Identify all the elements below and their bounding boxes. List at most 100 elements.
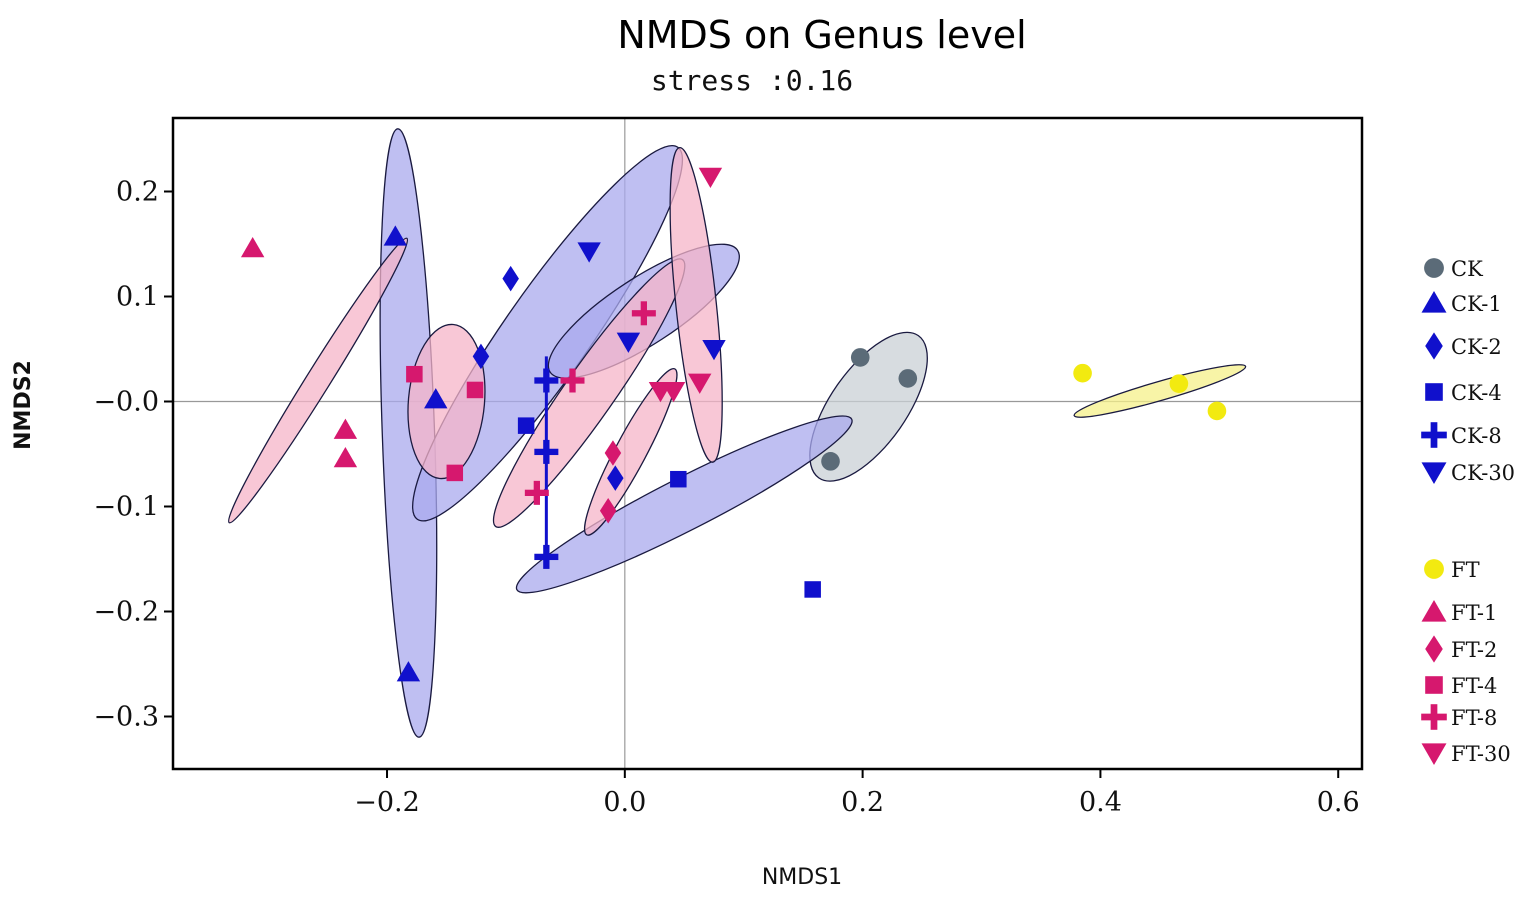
point-ft-4-2-shape [466, 381, 484, 399]
chart-subtitle: stress :0.16 [651, 64, 853, 97]
axes: −0.2 0.0 0.2 0.4 0.6 0.2 0.1 −0.0 −0.1 −0.2 −0.3 [93, 116, 1364, 818]
point-ft-2-1-shape [604, 440, 622, 466]
point-ck-1-2-shape [424, 388, 448, 409]
ellipse-ft [1073, 364, 1247, 418]
legend-marker-ck-4-shape [1425, 383, 1443, 401]
confidence-ellipses [227, 128, 1247, 738]
ellipse-ft-4 [407, 323, 486, 480]
legend-marker-ck [1424, 258, 1444, 278]
point-ck-8-3-shape-v [543, 544, 550, 569]
legend-marker-ft-4-shape [1425, 676, 1443, 694]
legend-marker-ft [1424, 559, 1444, 579]
point-ck-1-shape [850, 348, 870, 367]
point-ck-1-3 [396, 661, 421, 682]
ellipse-ft-1 [227, 237, 409, 524]
point-ck-30-3 [702, 340, 726, 361]
legend-label-ck-30: CK-30 [1451, 461, 1515, 485]
point-ft-30-4-shape [648, 382, 673, 403]
legend-marker-ft-30-shape [1421, 743, 1447, 765]
point-ck-2-2-shape [472, 343, 490, 370]
legend-marker-ck-4 [1425, 383, 1443, 401]
data-points [240, 167, 1227, 682]
legend-marker-ft-30 [1421, 743, 1447, 765]
point-ft-1-shape [1073, 363, 1092, 383]
legend-marker-ft-2-shape [1425, 635, 1443, 663]
point-ck-2-1-shape [502, 265, 519, 292]
plot-frame [171, 116, 1364, 771]
legend-marker-ft-8-shape-v [1430, 704, 1438, 730]
legend-item-ck-30: CK-30 [1421, 461, 1515, 485]
point-ck-30-3-shape [702, 340, 726, 361]
ellipse-ft-30 [669, 146, 723, 463]
x-tick-label-4: 0.4 [1079, 787, 1122, 818]
y-tick-label-6: −0.3 [93, 702, 159, 733]
point-ft-8-1-shape-v [640, 301, 647, 326]
point-ck-30-1-shape [577, 242, 601, 263]
point-ft-30-1-shape [698, 167, 723, 189]
legend-label-ft-4: FT-4 [1451, 674, 1497, 698]
point-ft-1-1 [240, 236, 265, 258]
point-ck-8-2-shape-v [543, 439, 550, 464]
point-ck-2-1 [502, 265, 519, 292]
point-ft-30-1 [698, 167, 723, 189]
point-ft-1-2-shape [333, 418, 358, 439]
point-ck-4-3-shape [804, 581, 821, 598]
x-tick-label-5: 0.6 [1317, 787, 1360, 818]
point-ck-1-3-shape [396, 661, 421, 682]
point-ft-4-3-shape [446, 464, 464, 482]
point-ck-1-2 [424, 388, 448, 409]
point-ck-1 [850, 348, 870, 367]
point-ft-8-3-shape-v [533, 480, 540, 505]
y-tick-label-2: 0.1 [116, 282, 159, 313]
legend-label-ck-1: CK-1 [1451, 292, 1502, 316]
point-ft-1-2 [333, 418, 358, 439]
point-ft-2-2 [599, 497, 617, 524]
point-ck-8-2 [534, 439, 559, 464]
point-ft-30-4 [648, 382, 673, 403]
point-ft-4-1-shape [406, 365, 423, 383]
point-ft-2-shape [1169, 374, 1189, 393]
legend-label-ft-8: FT-8 [1451, 706, 1497, 730]
legend: CK CK-1 CK-2 CK-4 CK-8 CK-30 FT FT-1 FT-2 FT-4 FT-… [1421, 257, 1515, 766]
legend-marker-ck-2-shape [1425, 332, 1443, 360]
legend-item-ft-2: FT-2 [1425, 635, 1497, 663]
x-tick-label-2: 0.0 [603, 787, 646, 818]
legend-label-ck: CK [1451, 257, 1483, 281]
point-ft-2-1 [604, 440, 622, 466]
point-ck-8-3 [534, 544, 559, 569]
point-ft-3-shape [1207, 401, 1227, 421]
legend-label-ft: FT [1451, 558, 1480, 582]
legend-item-ck-1: CK-1 [1421, 291, 1502, 316]
y-tick-label-1: 0.2 [116, 177, 159, 208]
legend-item-ck-4: CK-4 [1425, 381, 1502, 405]
point-ft-30-2-shape [688, 373, 712, 394]
point-ft-8-2 [560, 368, 585, 393]
point-ft-3 [1207, 401, 1227, 421]
legend-item-ck-2: CK-2 [1425, 332, 1502, 360]
point-ck-1-1 [383, 225, 408, 246]
point-ck-2 [898, 369, 918, 388]
point-ck-3-shape [821, 452, 840, 471]
legend-marker-ck-30 [1421, 462, 1447, 484]
point-ft-4-3 [446, 464, 464, 482]
point-ck-30-1 [577, 242, 601, 263]
y-axis-label: NMDS2 [11, 360, 36, 450]
point-ft-8-3 [524, 480, 549, 505]
point-ck-3 [821, 452, 840, 471]
legend-item-ft-1: FT-1 [1421, 600, 1497, 625]
point-ck-30-2 [616, 332, 641, 353]
legend-label-ck-4: CK-4 [1451, 381, 1502, 405]
point-ft-30-2 [688, 373, 712, 394]
point-ft-4-2 [466, 381, 484, 399]
legend-label-ck-2: CK-2 [1451, 335, 1502, 359]
point-ft-1-1-shape [240, 236, 265, 258]
point-ft-8-2-shape-v [569, 368, 576, 393]
point-ck-30-2-shape [616, 332, 641, 353]
legend-label-ft-30: FT-30 [1451, 742, 1511, 766]
ellipse-ck [809, 331, 928, 482]
point-ck-2-3-shape [607, 465, 624, 491]
legend-item-ft: FT [1424, 558, 1480, 582]
legend-marker-ck-1 [1421, 291, 1447, 313]
